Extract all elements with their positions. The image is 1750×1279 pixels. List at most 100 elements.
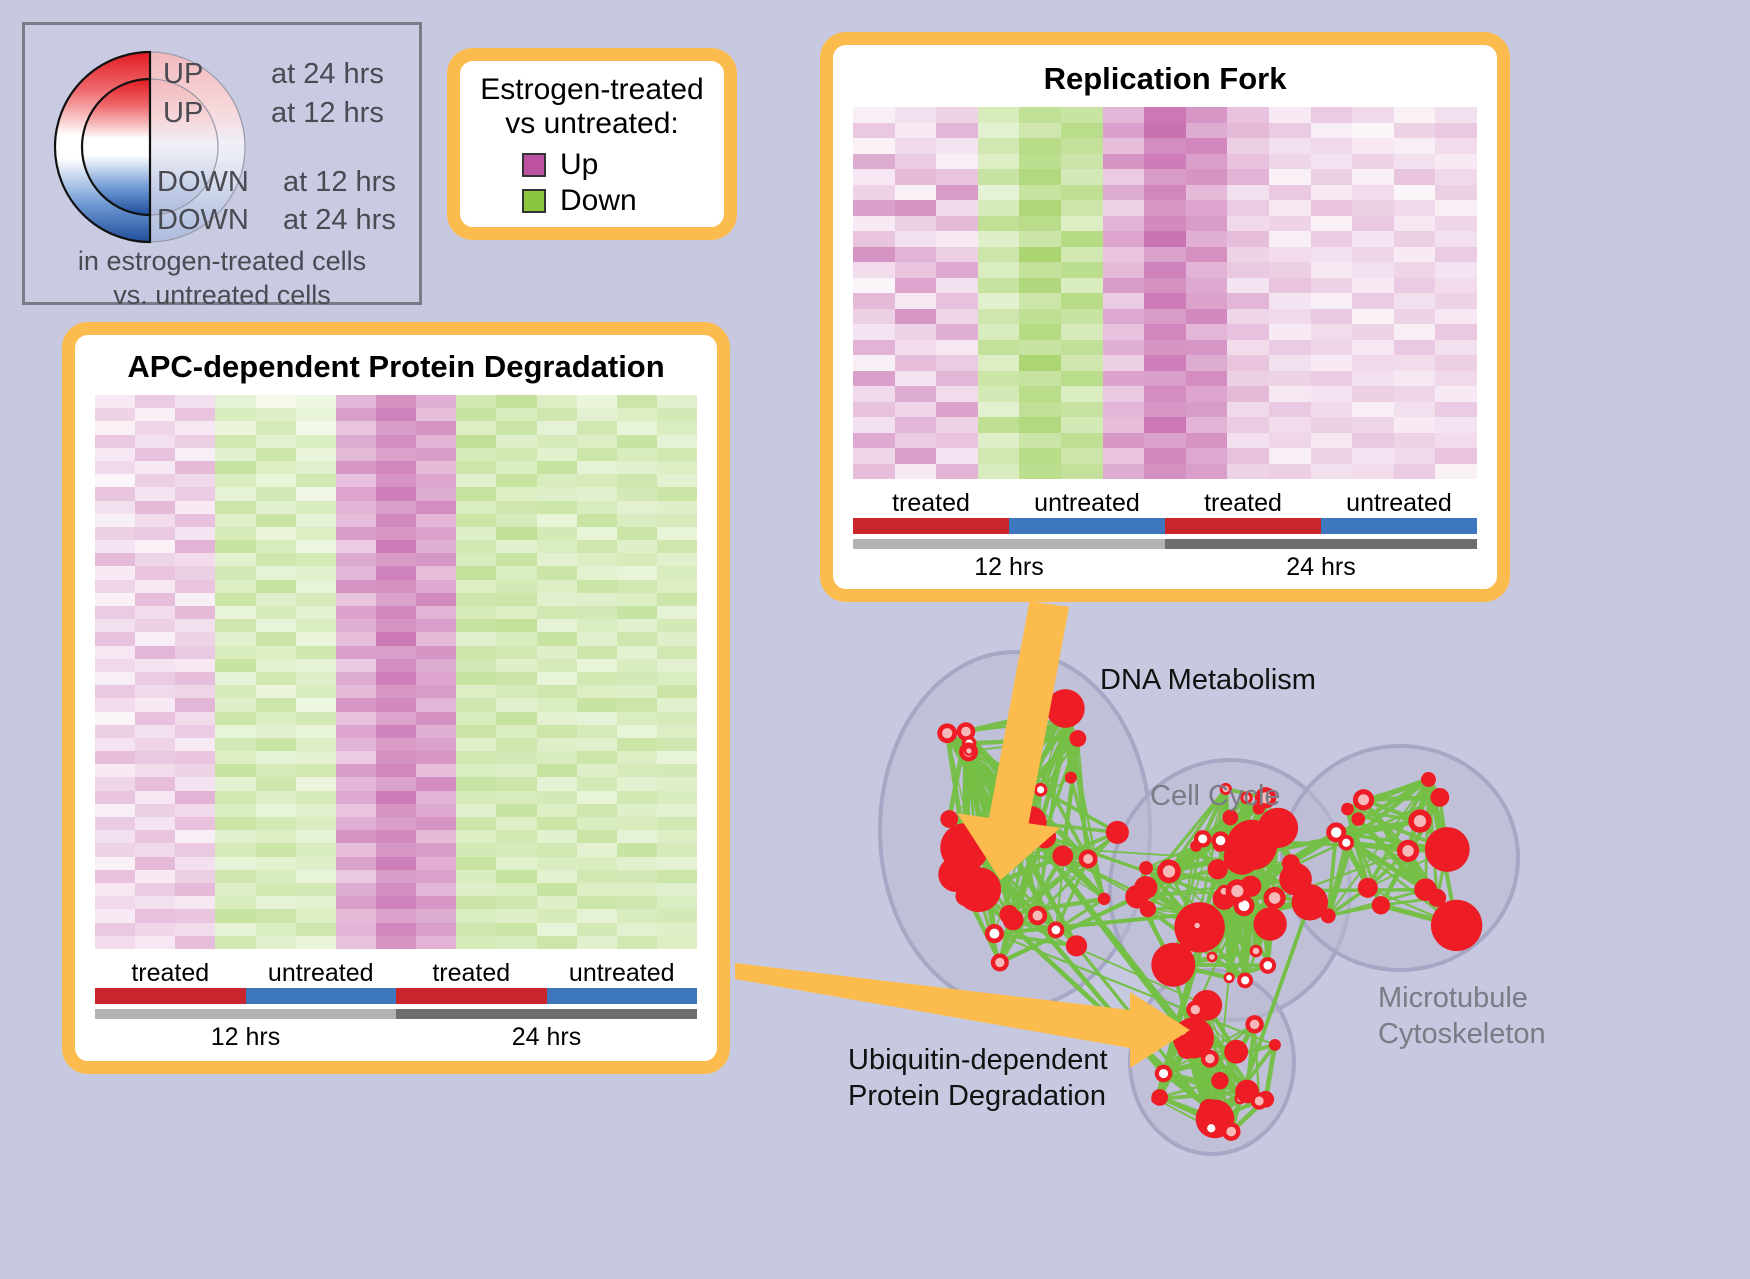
heatmap-cell — [1019, 246, 1061, 262]
network-node[interactable] — [1222, 809, 1239, 826]
network-node[interactable] — [1239, 853, 1252, 867]
network-node[interactable] — [1252, 802, 1265, 815]
network-node[interactable] — [1064, 771, 1077, 784]
network-node[interactable] — [1027, 905, 1048, 926]
network-node[interactable] — [1207, 859, 1228, 880]
network-node[interactable] — [1430, 899, 1483, 952]
network-node[interactable] — [1157, 859, 1181, 884]
network-node[interactable] — [1016, 821, 1031, 835]
network-node[interactable] — [1105, 820, 1129, 844]
network-node[interactable] — [1151, 1089, 1169, 1106]
network-node[interactable] — [1199, 1098, 1219, 1119]
network-node[interactable] — [1351, 812, 1366, 826]
network-node[interactable] — [1200, 1049, 1219, 1068]
network-node[interactable] — [1191, 920, 1203, 931]
network-node[interactable] — [1245, 1015, 1264, 1034]
network-node[interactable] — [1221, 1122, 1241, 1141]
network-node[interactable] — [1259, 957, 1277, 974]
network-node[interactable] — [1414, 878, 1437, 902]
network-node[interactable] — [1237, 972, 1254, 989]
network-node[interactable] — [1250, 1092, 1268, 1110]
network-node[interactable] — [1263, 886, 1286, 910]
heatmap-cell — [1144, 293, 1186, 309]
treatment-bar-segment — [245, 987, 396, 1004]
network-node[interactable] — [1139, 861, 1153, 875]
network-node[interactable] — [1326, 822, 1347, 843]
network-node[interactable] — [1069, 730, 1087, 747]
network-node[interactable] — [937, 723, 958, 744]
network-node[interactable] — [1009, 833, 1021, 845]
network-node[interactable] — [1211, 831, 1230, 850]
network-node[interactable] — [1151, 942, 1196, 987]
network-node[interactable] — [1240, 791, 1253, 805]
heatmap-cell — [936, 277, 978, 293]
heatmap-cell — [416, 935, 457, 949]
heatmap-cell — [576, 408, 617, 422]
network-node[interactable] — [1224, 1039, 1249, 1064]
network-node[interactable] — [984, 924, 1004, 944]
network-node[interactable] — [963, 745, 975, 757]
network-node[interactable] — [1352, 789, 1375, 811]
network-node[interactable] — [1225, 879, 1250, 903]
network-node[interactable] — [1134, 875, 1158, 900]
network-node[interactable] — [1219, 782, 1232, 796]
heatmap-cell — [175, 553, 216, 567]
network-node[interactable] — [1097, 892, 1111, 906]
network-node[interactable] — [990, 953, 1009, 972]
heatmap-cell — [175, 698, 216, 712]
network-node[interactable] — [1371, 896, 1391, 915]
network-node[interactable] — [999, 905, 1019, 925]
network-node[interactable] — [1047, 921, 1065, 939]
network-node[interactable] — [1430, 787, 1450, 807]
heatmap-cell — [456, 619, 497, 633]
network-node[interactable] — [1052, 845, 1074, 867]
network-node[interactable] — [990, 813, 1007, 830]
network-node[interactable] — [1063, 712, 1079, 727]
network-node[interactable] — [1424, 827, 1470, 872]
network-node[interactable] — [1249, 944, 1263, 958]
network-node[interactable] — [1250, 848, 1269, 867]
network-node[interactable] — [1341, 802, 1354, 816]
heatmap-cell — [135, 711, 176, 725]
network-node[interactable] — [1357, 877, 1378, 898]
network-node[interactable] — [1268, 1038, 1281, 1051]
network-node[interactable] — [955, 886, 976, 906]
network-node[interactable] — [943, 847, 954, 859]
heatmap-cell — [456, 592, 497, 606]
network-node[interactable] — [1203, 1120, 1220, 1137]
network-node[interactable] — [1281, 854, 1300, 873]
network-node[interactable] — [1206, 951, 1218, 963]
legend-items: Up Down — [460, 148, 724, 218]
heatmap-cell — [375, 619, 417, 633]
network-node[interactable] — [1396, 839, 1420, 862]
network-node[interactable] — [1065, 935, 1088, 957]
heatmap-cell — [576, 935, 617, 949]
heatmap-cell — [496, 803, 537, 817]
heatmap-cell — [335, 606, 376, 620]
network-node[interactable] — [1173, 1022, 1191, 1039]
heatmap-cell — [416, 896, 457, 910]
heatmap-cell — [95, 671, 136, 686]
network-node[interactable] — [1011, 725, 1032, 747]
node-outer-ring — [1239, 853, 1252, 867]
network-node[interactable] — [1320, 908, 1336, 924]
network-node[interactable] — [1253, 907, 1287, 941]
network-node[interactable] — [1408, 809, 1432, 833]
network-node[interactable] — [1186, 1000, 1205, 1019]
network-node[interactable] — [1194, 830, 1212, 848]
heatmap-cell — [456, 487, 497, 501]
network-node[interactable] — [1033, 825, 1057, 849]
heatmap-cell — [1268, 122, 1311, 138]
heatmap-cell — [936, 215, 978, 231]
network-node[interactable] — [1211, 1071, 1229, 1090]
network-node[interactable] — [1033, 782, 1048, 797]
network-node[interactable] — [1177, 1040, 1196, 1059]
heatmap-cell — [335, 751, 376, 765]
heatmap-cell — [936, 386, 978, 402]
network-node[interactable] — [1421, 772, 1436, 787]
network-node[interactable] — [1223, 972, 1235, 984]
heatmap-cell — [894, 293, 937, 309]
network-node[interactable] — [940, 810, 959, 828]
network-node[interactable] — [1078, 849, 1098, 869]
network-node[interactable] — [1154, 1064, 1173, 1083]
